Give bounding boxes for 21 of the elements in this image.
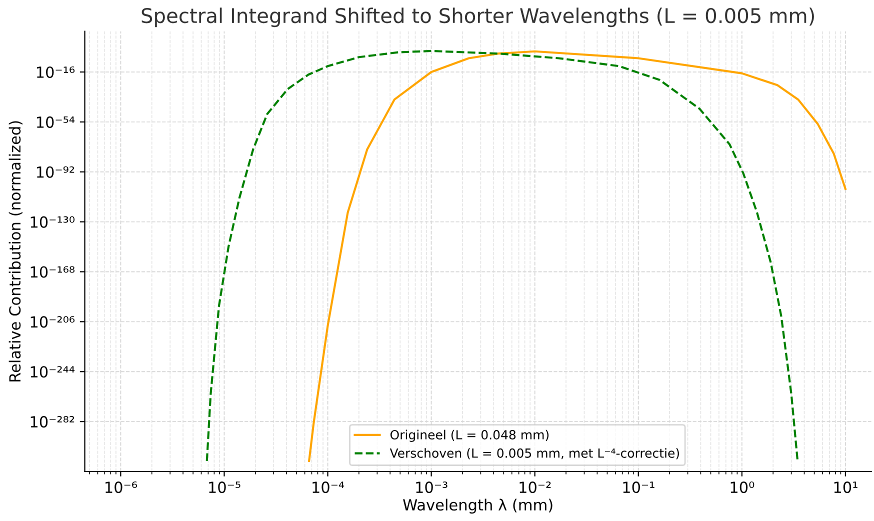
legend-label: Origineel (L = 0.048 mm) [390,430,549,442]
y-tick-label: 10⁻¹⁶ [36,66,75,78]
chart-title: Spectral Integrand Shifted to Shorter Wavelengths (L = 0.005 mm) [142,8,814,28]
y-tick-label: 10⁻¹³⁰ [30,216,75,228]
y-axis-title: Relative Contribution (normalized) [8,121,22,382]
legend-label: Verschoven (L = 0.005 mm, met L⁻⁴-correctie) [390,448,679,460]
x-tick-label: 10⁰ [730,481,754,494]
y-tick-label: 10⁻⁵⁴ [36,116,75,128]
x-tick-label: 10¹ [834,481,858,494]
x-axis-title: Wavelength λ (mm) [403,498,552,514]
y-tick-label: 10⁻¹⁶⁸ [30,266,75,278]
y-tick-label: 10⁻²⁸² [30,416,74,428]
x-tick-label: 10⁻⁵ [209,481,240,494]
x-tick-label: 10⁻⁴ [312,481,344,494]
y-tick-label: 10⁻²⁴⁴ [30,366,75,378]
x-tick-label: 10⁻¹ [623,481,654,494]
y-tick-label: 10⁻⁹² [36,166,74,178]
y-tick-label: 10⁻²⁰⁶ [30,316,75,328]
x-tick-label: 10⁻² [520,481,551,494]
x-tick-label: 10⁻³ [416,481,448,494]
x-tick-label: 10⁻⁶ [106,481,138,494]
